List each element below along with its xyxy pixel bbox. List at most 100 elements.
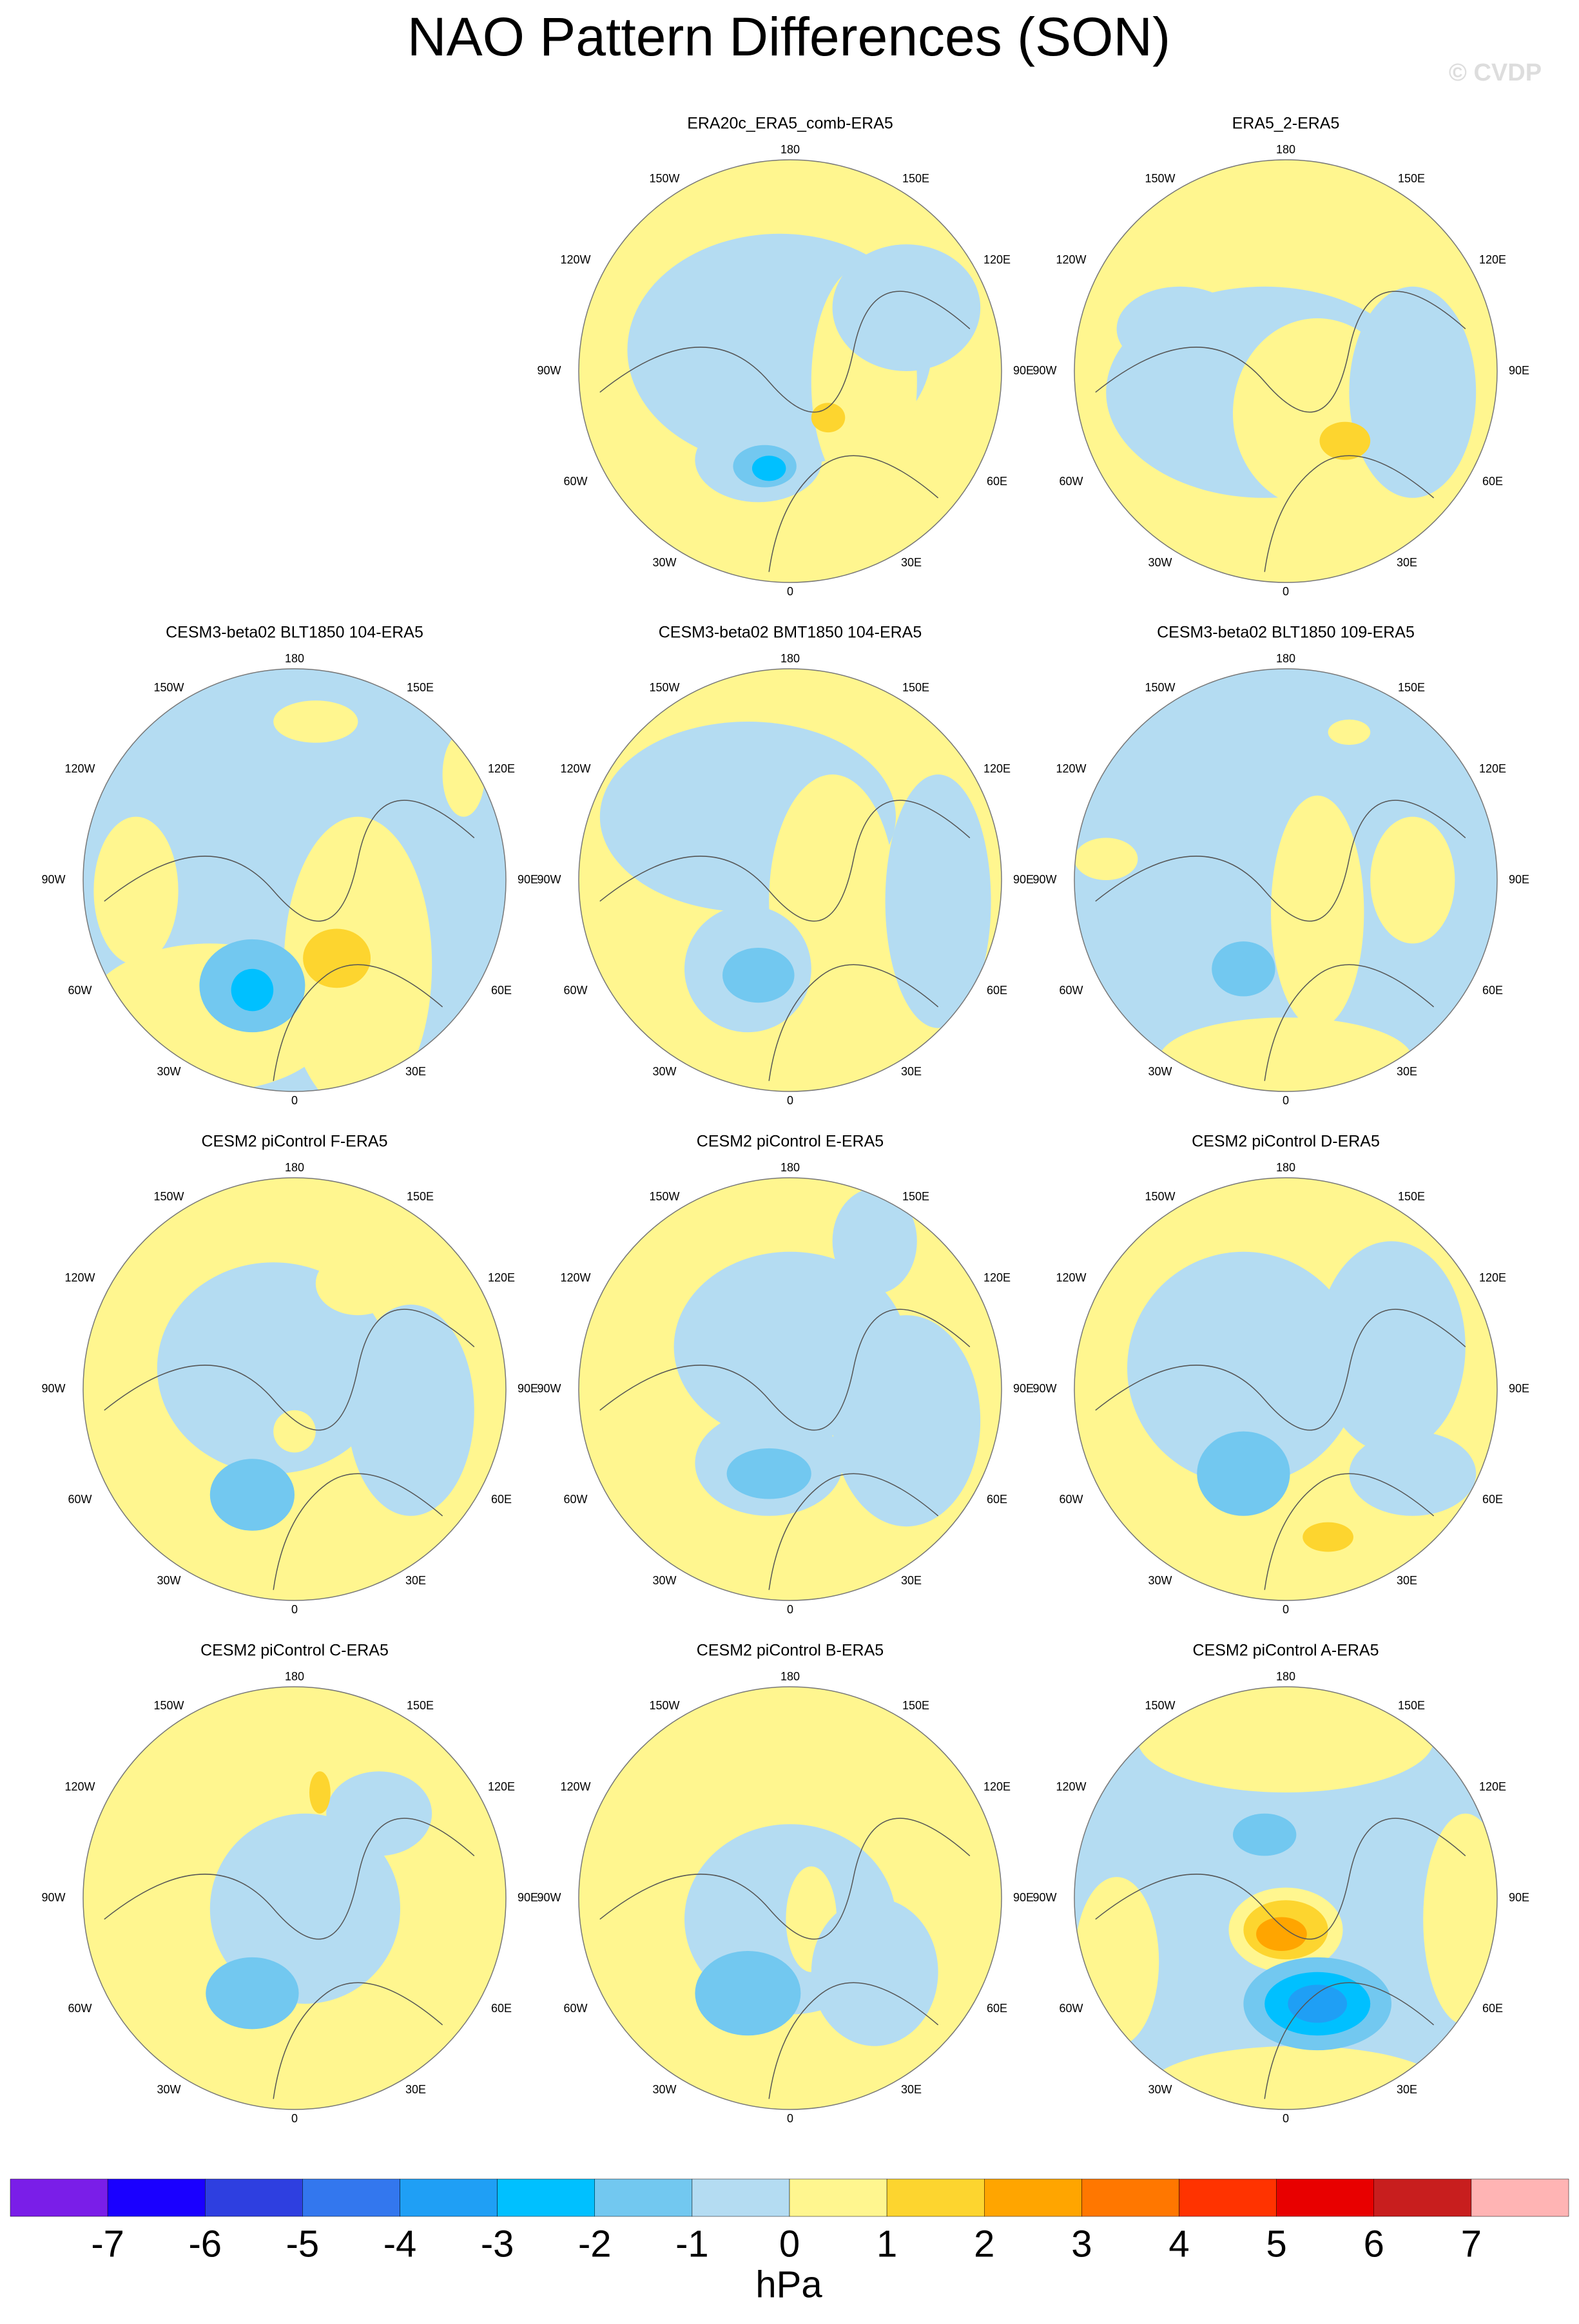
field-contour [1256, 1917, 1307, 1951]
longitude-label: 60E [1482, 1493, 1503, 1506]
colorbar-label: 6 [1364, 2223, 1384, 2265]
colorbar-unit: hPa [755, 2263, 822, 2305]
field-contour [93, 816, 179, 965]
coastline [768, 1473, 939, 1590]
panel-title: CESM2 piControl D-ERA5 [1192, 1133, 1380, 1151]
coastline [104, 800, 475, 922]
longitude-label: 30E [901, 1574, 922, 1587]
coastline [1095, 1309, 1466, 1431]
longitude-label: 150W [649, 1190, 679, 1203]
field-contour [273, 1410, 316, 1453]
coastline [1264, 964, 1435, 1081]
coastline [273, 1982, 443, 2099]
watermark: © CVDP [1449, 59, 1542, 86]
longitude-label: 120E [488, 762, 515, 775]
field-contour [206, 1957, 299, 2030]
map-border [578, 1686, 1002, 2110]
map-panel: CESM3-beta02 BMT1850 104-ERA5 180 150W 150E… [537, 624, 1034, 1107]
longitude-label: 30W [157, 1574, 180, 1587]
longitude-label: 150E [902, 681, 929, 694]
field-contour [832, 1315, 981, 1527]
map-field [579, 1687, 1002, 2109]
map-panel: CESM3-beta02 BLT1850 109-ERA5 180 150W 150E… [1032, 624, 1529, 1107]
longitude-label: 150W [1145, 1699, 1175, 1712]
panel-title: CESM3-beta02 BLT1850 109-ERA5 [1157, 624, 1415, 642]
longitude-label: 90E [1509, 364, 1529, 377]
longitude-label: 0 [1283, 585, 1289, 598]
coastline [768, 1982, 939, 2099]
longitude-label: 30W [157, 2083, 180, 2096]
longitude-label: 180 [780, 1670, 800, 1683]
longitude-label: 90W [41, 1891, 65, 1904]
longitude-label: 90W [41, 873, 65, 886]
field-contour [1370, 816, 1455, 944]
colorbar-box [1373, 2178, 1472, 2217]
field-contour [695, 1951, 801, 2036]
colorbar-box [107, 2178, 206, 2217]
longitude-label: 120W [1056, 1780, 1086, 1793]
longitude-label: 180 [285, 652, 304, 665]
field-contour [811, 1898, 938, 2046]
colorbar-label: 4 [1168, 2223, 1189, 2265]
colorbar-label: 0 [779, 2223, 800, 2265]
longitude-label: 60E [987, 1493, 1007, 1506]
longitude-label: 120E [983, 762, 1011, 775]
longitude-label: 150E [1398, 1699, 1425, 1712]
longitude-label: 0 [1283, 2112, 1289, 2125]
longitude-label: 90E [518, 1891, 538, 1904]
longitude-label: 120E [1479, 1271, 1506, 1284]
longitude-label: 60W [1059, 475, 1083, 488]
longitude-label: 120W [560, 253, 590, 266]
colorbar-label: -4 [383, 2223, 417, 2265]
panel-title: CESM2 piControl C-ERA5 [200, 1642, 389, 1660]
longitude-label: 60W [68, 2002, 92, 2015]
longitude-label: 60W [563, 984, 587, 997]
field-contour [209, 1813, 400, 2004]
panel-title: ERA5_2-ERA5 [1232, 115, 1340, 133]
longitude-label: 150E [902, 1699, 929, 1712]
longitude-label: 150E [1398, 1190, 1425, 1203]
coastline [768, 964, 939, 1081]
longitude-label: 150W [1145, 681, 1175, 694]
longitude-label: 120E [1479, 762, 1506, 775]
map-field [1074, 160, 1497, 582]
colorbar-label: -1 [675, 2223, 709, 2265]
longitude-label: 60E [987, 475, 1007, 488]
longitude-label: 30W [1148, 556, 1172, 569]
map-field [83, 1687, 506, 2109]
longitude-label: 30W [652, 1574, 676, 1587]
longitude-label: 60E [1482, 984, 1503, 997]
field-contour [209, 1459, 295, 1531]
longitude-label: 90W [537, 1891, 561, 1904]
colorbar-label: 1 [877, 2223, 897, 2265]
longitude-label: 120W [64, 762, 95, 775]
longitude-label: 30E [901, 2083, 922, 2096]
field-contour [1074, 1877, 1159, 2046]
longitude-label: 120W [1056, 1271, 1086, 1284]
colorbar-box [1471, 2178, 1569, 2217]
colorbar-label: 5 [1266, 2223, 1286, 2265]
coastline [1264, 1982, 1435, 2099]
longitude-label: 30E [901, 1065, 922, 1078]
field-contour [347, 1304, 474, 1516]
longitude-label: 150W [153, 1699, 184, 1712]
longitude-label: 120E [488, 1780, 515, 1793]
longitude-label: 60W [563, 2002, 587, 2015]
map-panel: ERA5_2-ERA5 180 150W 150E 120W 120E 90W 90E 60W 6… [1032, 115, 1529, 598]
longitude-label: 60E [1482, 475, 1503, 488]
colorbar-box [205, 2178, 303, 2217]
coastline [768, 455, 939, 572]
longitude-label: 150E [407, 681, 434, 694]
map-panel: ERA20c_ERA5_comb-ERA5 180 150W 150E 120W 120E… [537, 115, 1034, 598]
longitude-label: 30E [405, 1574, 426, 1587]
longitude-label: 30W [652, 1065, 676, 1078]
field-contour [1328, 719, 1371, 745]
map-panel: CESM2 piControl D-ERA5 180 150W 150E 120W 120… [1032, 1133, 1529, 1616]
colorbar-box [789, 2178, 887, 2217]
longitude-label: 120W [1056, 762, 1086, 775]
map-panel: CESM2 piControl E-ERA5 180 150W 150E 120W 120… [537, 1133, 1034, 1616]
longitude-label: 90W [41, 1382, 65, 1395]
field-contour [231, 968, 274, 1012]
longitude-label: 0 [291, 2112, 298, 2125]
